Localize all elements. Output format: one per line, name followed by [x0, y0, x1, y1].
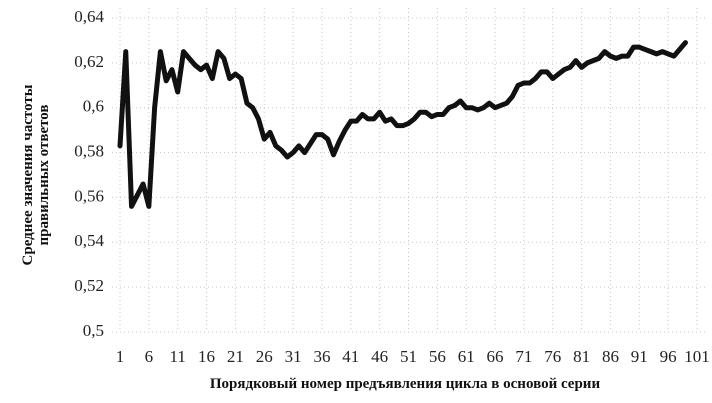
x-tick-label: 36: [313, 347, 330, 366]
x-tick-label: 1: [116, 347, 125, 366]
y-tick-label: 0,54: [74, 231, 104, 250]
y-tick-label: 0,64: [74, 7, 104, 26]
x-tick-label: 26: [256, 347, 273, 366]
x-tick-label: 91: [631, 347, 648, 366]
y-tick-label: 0,58: [74, 141, 104, 160]
x-tick-label: 21: [227, 347, 244, 366]
y-tick-label: 0,56: [74, 186, 104, 205]
x-tick-label: 96: [660, 347, 677, 366]
x-tick-label: 56: [429, 347, 446, 366]
y-tick-label: 0,6: [83, 97, 104, 116]
x-tick-label: 71: [515, 347, 532, 366]
x-axis-title: Порядковый номер предъявления цикла в ос…: [210, 376, 601, 392]
x-tick-label: 31: [285, 347, 302, 366]
y-axis-title-line: Среднее значения частоты: [20, 84, 36, 265]
x-tick-label: 51: [400, 347, 417, 366]
y-axis-title: Среднее значения частоты правильных отве…: [20, 84, 52, 265]
x-tick-label: 11: [170, 347, 186, 366]
data-line: [117, 40, 688, 209]
x-tick-label: 101: [684, 347, 710, 366]
x-tick-label: 46: [371, 347, 388, 366]
y-tick-label: 0,5: [83, 321, 104, 340]
x-tick-label: 66: [487, 347, 504, 366]
x-tick-label: 81: [573, 347, 590, 366]
x-tick-label: 41: [342, 347, 359, 366]
y-tick-label: 0,62: [74, 52, 104, 71]
x-tick-label: 61: [458, 347, 475, 366]
y-tick-label: 0,52: [74, 276, 104, 295]
x-tick-label: 86: [602, 347, 619, 366]
x-tick-label: 76: [544, 347, 561, 366]
y-axis-title-line: правильных ответов: [36, 104, 52, 245]
x-tick-label: 16: [198, 347, 215, 366]
x-tick-label: 6: [145, 347, 154, 366]
